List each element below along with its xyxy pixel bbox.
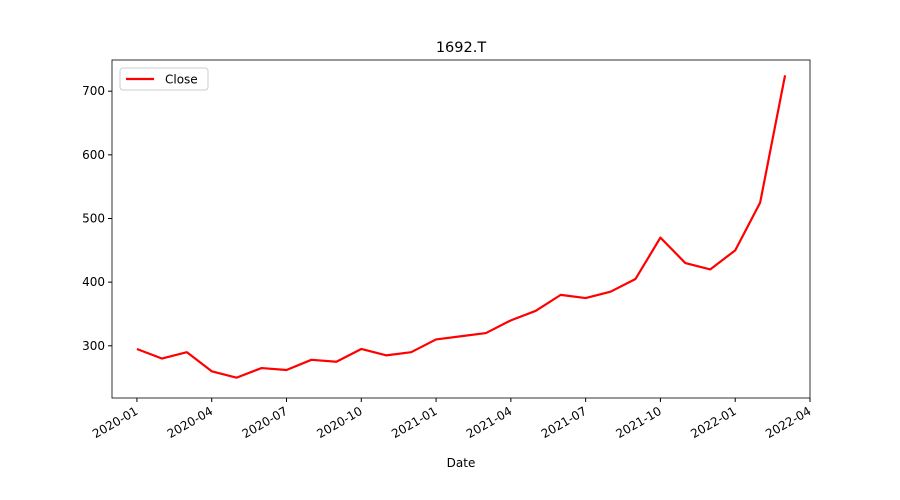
plot-frame (111, 59, 811, 399)
chart-title: 1692.T (436, 40, 487, 56)
y-tick-label: 600 (82, 148, 105, 162)
y-tick-label: 400 (82, 275, 105, 289)
legend-box (119, 67, 209, 91)
y-tick-label: 700 (82, 84, 105, 98)
y-tick-label: 500 (82, 211, 105, 225)
legend-label: Close (165, 73, 198, 87)
legend: Close (119, 67, 209, 91)
y-tick-label: 300 (82, 339, 105, 353)
line (136, 75, 787, 379)
x-axis-label: Date (447, 456, 476, 470)
